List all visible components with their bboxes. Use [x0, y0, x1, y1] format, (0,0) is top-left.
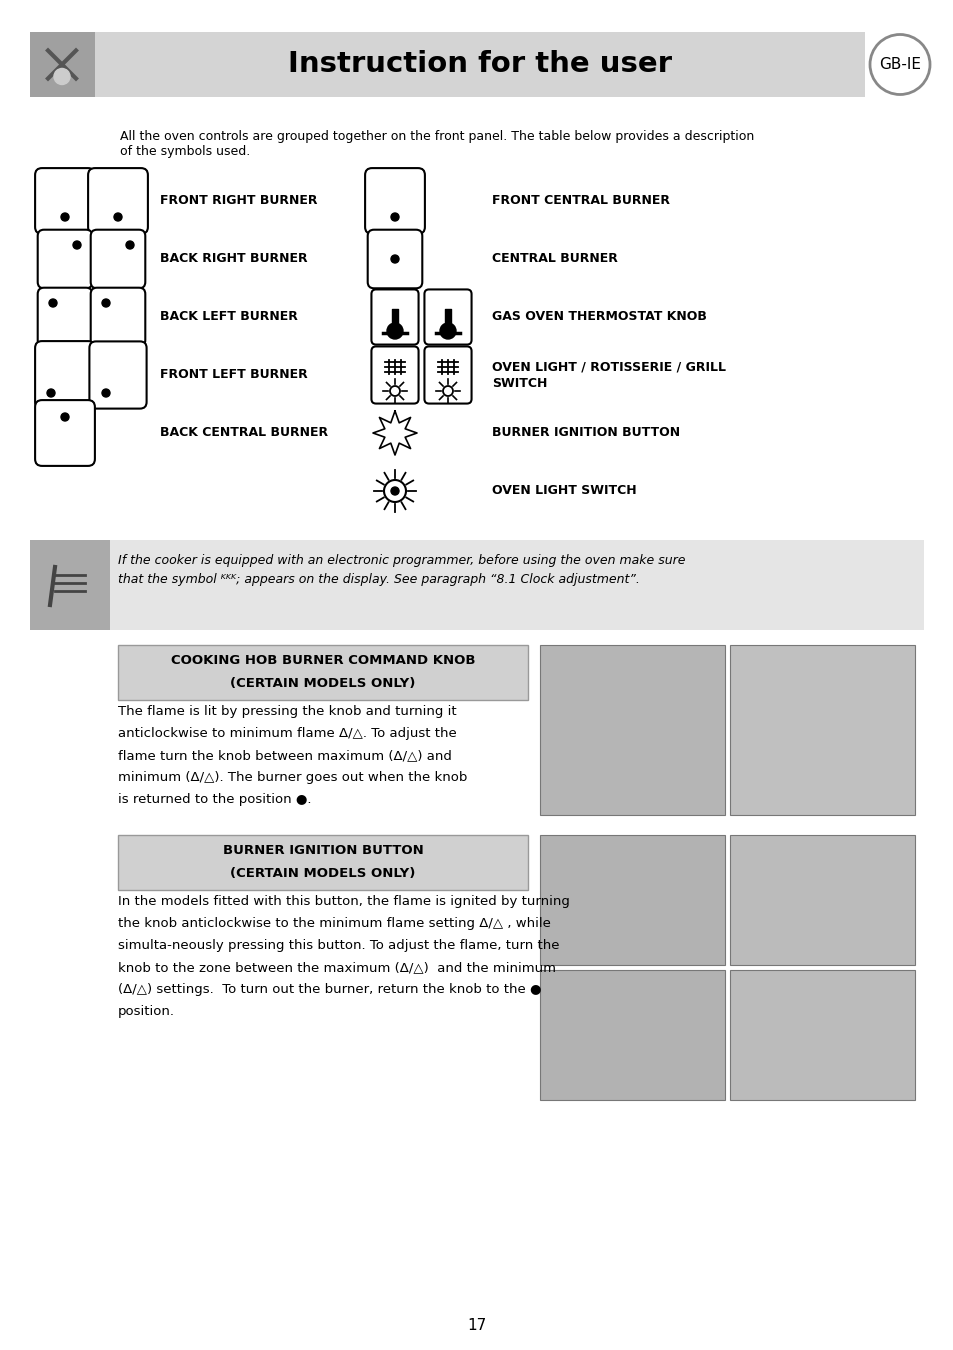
FancyBboxPatch shape: [371, 289, 418, 344]
Text: BURNER IGNITION BUTTON: BURNER IGNITION BUTTON: [222, 845, 423, 857]
FancyBboxPatch shape: [424, 289, 471, 344]
Text: In the models fitted with this button, the flame is ignited by turning
the knob : In the models fitted with this button, t…: [118, 895, 569, 1018]
Circle shape: [102, 298, 110, 306]
Circle shape: [113, 213, 122, 221]
FancyBboxPatch shape: [365, 169, 424, 234]
Text: (CERTAIN MODELS ONLY): (CERTAIN MODELS ONLY): [230, 676, 416, 690]
FancyBboxPatch shape: [91, 230, 145, 289]
Bar: [729, 971, 914, 1100]
FancyBboxPatch shape: [90, 342, 147, 409]
FancyBboxPatch shape: [35, 169, 94, 234]
Circle shape: [391, 487, 398, 495]
Text: FRONT LEFT BURNER: FRONT LEFT BURNER: [160, 369, 308, 382]
Text: The flame is lit by pressing the knob and turning it
anticlockwise to minimum fl: The flame is lit by pressing the knob an…: [118, 705, 467, 806]
Bar: [95, 32, 864, 97]
Text: FRONT CENTRAL BURNER: FRONT CENTRAL BURNER: [492, 194, 669, 208]
FancyBboxPatch shape: [91, 288, 145, 347]
FancyBboxPatch shape: [35, 400, 94, 466]
FancyBboxPatch shape: [424, 347, 471, 404]
FancyBboxPatch shape: [38, 230, 92, 289]
Text: If the cooker is equipped with an electronic programmer, before using the oven m: If the cooker is equipped with an electr…: [118, 554, 685, 586]
Circle shape: [49, 298, 57, 306]
Bar: [729, 645, 914, 815]
FancyBboxPatch shape: [367, 230, 422, 289]
Circle shape: [387, 323, 402, 339]
Circle shape: [47, 389, 55, 397]
Text: 17: 17: [467, 1318, 486, 1332]
Bar: [539, 836, 724, 965]
Circle shape: [61, 213, 69, 221]
Text: BURNER IGNITION BUTTON: BURNER IGNITION BUTTON: [492, 427, 679, 440]
Text: Instruction for the user: Instruction for the user: [288, 50, 671, 78]
Circle shape: [126, 242, 133, 248]
Text: FRONT RIGHT BURNER: FRONT RIGHT BURNER: [160, 194, 317, 208]
Circle shape: [391, 255, 398, 263]
FancyBboxPatch shape: [35, 342, 94, 409]
Circle shape: [102, 389, 110, 397]
FancyBboxPatch shape: [38, 288, 92, 347]
Text: BACK RIGHT BURNER: BACK RIGHT BURNER: [160, 252, 307, 266]
Text: GB-IE: GB-IE: [878, 57, 920, 72]
Circle shape: [73, 242, 81, 248]
Bar: [30, 32, 95, 97]
Circle shape: [61, 413, 69, 421]
Text: OVEN LIGHT / ROTISSERIE / GRILL
SWITCH: OVEN LIGHT / ROTISSERIE / GRILL SWITCH: [492, 360, 725, 390]
Text: BACK LEFT BURNER: BACK LEFT BURNER: [160, 310, 297, 324]
Text: BACK CENTRAL BURNER: BACK CENTRAL BURNER: [160, 427, 328, 440]
Text: OVEN LIGHT SWITCH: OVEN LIGHT SWITCH: [492, 485, 636, 498]
Circle shape: [54, 69, 70, 85]
Bar: [539, 971, 724, 1100]
Text: CENTRAL BURNER: CENTRAL BURNER: [492, 252, 618, 266]
Bar: [118, 836, 527, 890]
FancyBboxPatch shape: [371, 347, 418, 404]
Text: COOKING HOB BURNER COMMAND KNOB: COOKING HOB BURNER COMMAND KNOB: [171, 655, 475, 667]
Bar: [118, 645, 527, 701]
Bar: [539, 645, 724, 815]
Bar: [729, 836, 914, 965]
Circle shape: [439, 323, 456, 339]
Bar: [30, 540, 110, 630]
Text: All the oven controls are grouped together on the front panel. The table below p: All the oven controls are grouped togeth…: [120, 130, 754, 158]
FancyBboxPatch shape: [88, 169, 148, 234]
Circle shape: [391, 213, 398, 221]
Text: (CERTAIN MODELS ONLY): (CERTAIN MODELS ONLY): [230, 867, 416, 879]
Text: GAS OVEN THERMOSTAT KNOB: GAS OVEN THERMOSTAT KNOB: [492, 310, 706, 324]
Bar: [30, 540, 923, 630]
